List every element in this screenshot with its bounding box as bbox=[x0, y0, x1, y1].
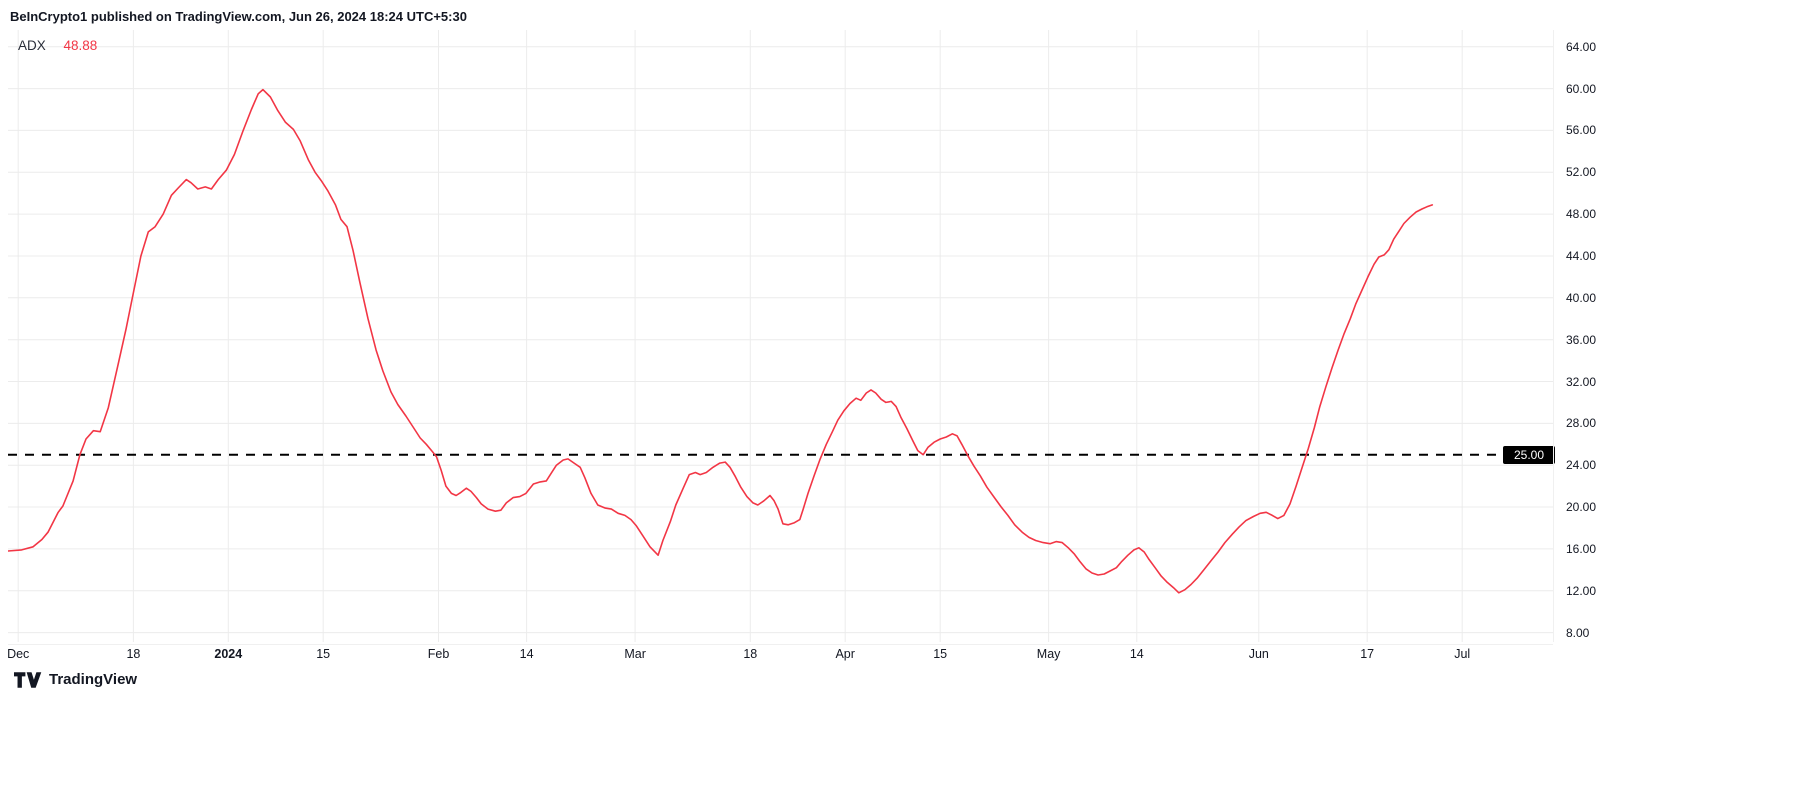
tradingview-logo-icon bbox=[14, 671, 42, 688]
price-tick-label: 28.00 bbox=[1566, 416, 1597, 431]
time-tick-label: Jul bbox=[1454, 647, 1471, 661]
time-tick-label: 17 bbox=[1360, 647, 1375, 661]
price-tick-label: 52.00 bbox=[1566, 165, 1597, 180]
time-tick-label: May bbox=[1036, 647, 1061, 661]
indicator-legend[interactable]: ADX 48.88 bbox=[18, 38, 97, 53]
adx-line bbox=[8, 88, 1434, 594]
tradingview-attribution-link[interactable]: TradingView bbox=[14, 671, 137, 688]
time-tick-label: 18 bbox=[743, 647, 758, 661]
price-tick-label: 56.00 bbox=[1566, 123, 1597, 138]
time-tick-label: 14 bbox=[519, 647, 534, 661]
time-tick-label: Apr bbox=[835, 647, 855, 661]
time-tick-label: 15 bbox=[316, 647, 331, 661]
time-tick-label: 14 bbox=[1129, 647, 1144, 661]
time-scale[interactable]: Dec 18 2024 15 Feb 14 Mar 18 Apr 15 May 14 Jun 17 Jul bbox=[7, 644, 1553, 663]
time-tick-label: Jun bbox=[1248, 647, 1269, 661]
price-tick-label: 16.00 bbox=[1566, 541, 1597, 556]
price-tick-label: 8.00 bbox=[1566, 625, 1590, 640]
attribution-text: BeInCrypto1 published on TradingView.com… bbox=[10, 9, 467, 24]
indicator-value-label: 48.88 bbox=[63, 38, 98, 53]
chart-svg bbox=[8, 30, 1553, 642]
price-tick-label: 44.00 bbox=[1566, 249, 1597, 263]
price-tick-label: 48.00 bbox=[1566, 207, 1597, 222]
time-tick-label: Feb bbox=[427, 647, 450, 661]
price-tick-label: 32.00 bbox=[1566, 374, 1597, 389]
time-tick-label: Dec bbox=[7, 647, 30, 661]
plot-area[interactable]: ADX 48.88 25.00 bbox=[8, 30, 1555, 642]
price-tick-label: 60.00 bbox=[1566, 81, 1597, 96]
time-tick-label: 18 bbox=[126, 647, 141, 661]
price-tick-label: 24.00 bbox=[1566, 458, 1597, 473]
threshold-price-badge: 25.00 bbox=[1503, 445, 1555, 464]
time-tick-label: Mar bbox=[624, 647, 646, 661]
price-tick-label: 20.00 bbox=[1566, 500, 1597, 514]
tradingview-brand-text: TradingView bbox=[49, 671, 138, 688]
price-tick-label: 40.00 bbox=[1566, 290, 1597, 305]
price-scale[interactable]: 64.00 60.00 56.00 52.00 48.00 44.00 40.00 36.00… bbox=[1553, 30, 1674, 642]
time-tick-label: 15 bbox=[933, 647, 948, 661]
price-tick-label: 12.00 bbox=[1566, 583, 1597, 598]
time-tick-label: 2024 bbox=[214, 647, 243, 661]
indicator-name-label: ADX bbox=[18, 38, 46, 53]
price-tick-label: 64.00 bbox=[1566, 39, 1597, 54]
price-tick-label: 36.00 bbox=[1566, 332, 1597, 347]
